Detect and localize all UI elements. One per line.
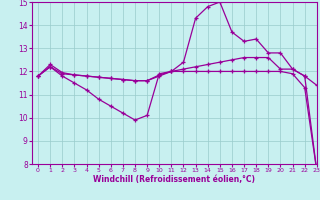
- X-axis label: Windchill (Refroidissement éolien,°C): Windchill (Refroidissement éolien,°C): [93, 175, 255, 184]
